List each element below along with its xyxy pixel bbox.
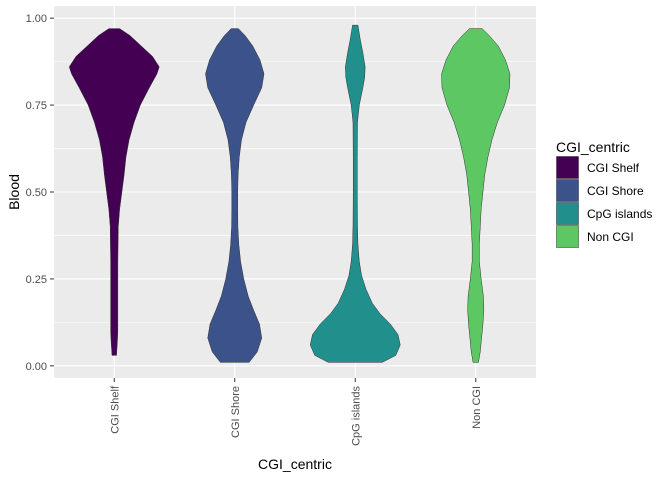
y-tick-label: 0.00	[26, 361, 47, 373]
y-tick-label: 1.00	[26, 13, 47, 25]
y-axis-title: Blood	[6, 174, 22, 210]
x-axis: CGI Shelf CGI Shore CpG islands Non CGI	[109, 378, 483, 446]
legend-key-cpg-islands	[556, 202, 579, 225]
x-tick-label: CpG islands	[350, 386, 362, 446]
violins	[68, 24, 511, 363]
violin-cpg-islands	[309, 24, 401, 363]
y-tick-label: 0.75	[26, 100, 47, 112]
x-axis-title: CGI_centric	[258, 456, 332, 472]
violin-cgi-shelf	[68, 28, 160, 356]
x-tick-label: CGI Shore	[230, 386, 242, 438]
legend-key-cgi-shelf	[556, 156, 579, 179]
x-tick-label: CGI Shelf	[109, 385, 121, 434]
legend: CGI_centric CGI Shelf CGI Shore CpG island…	[556, 139, 652, 248]
legend-label: Non CGI	[587, 230, 634, 244]
violin-cgi-shore	[205, 28, 265, 363]
violin-non-cgi	[441, 28, 511, 363]
legend-key-non-cgi	[556, 225, 579, 248]
legend-key-cgi-shore	[556, 179, 579, 202]
y-axis: 0.00 0.25 0.50 0.75 1.00	[26, 13, 54, 373]
x-tick-label: Non CGI	[471, 386, 483, 429]
legend-label: CGI Shore	[587, 184, 644, 198]
legend-label: CpG islands	[587, 207, 652, 221]
legend-title: CGI_centric	[556, 139, 630, 155]
legend-label: CGI Shelf	[587, 161, 640, 175]
y-tick-label: 0.25	[26, 274, 47, 286]
y-tick-label: 0.50	[26, 187, 47, 199]
